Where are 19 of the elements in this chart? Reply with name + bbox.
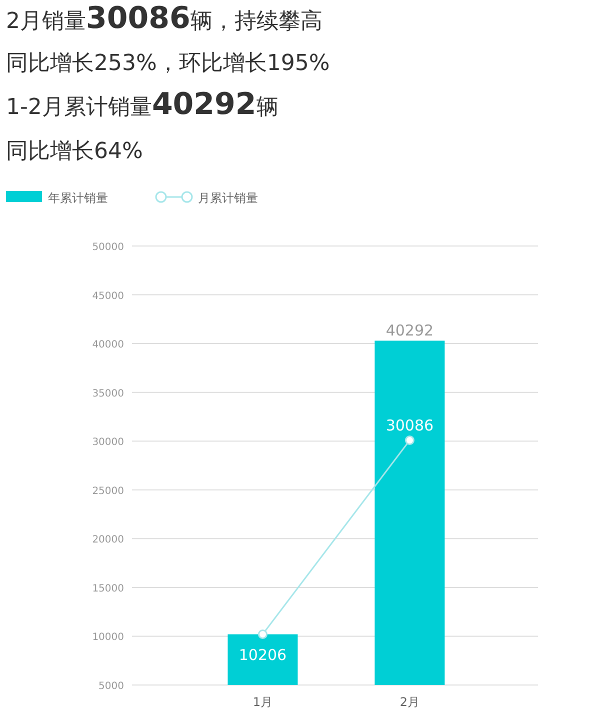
data-label: 10206	[238, 646, 287, 664]
data-label: 30086	[386, 416, 434, 434]
y-tick-label: 25000	[92, 486, 124, 497]
y-tick-label: 50000	[92, 242, 124, 253]
y-tick-label: 45000	[92, 290, 124, 302]
legend-月累计销量: 月累计销量	[155, 191, 258, 205]
data-label: 40292	[386, 322, 434, 340]
y-tick-label: 20000	[92, 534, 124, 546]
y-tick-label: 15000	[92, 583, 124, 594]
x-tick-label: 2月	[400, 695, 420, 709]
legend-label: 月累计销量	[198, 191, 258, 205]
y-tick-label: 35000	[92, 388, 124, 400]
y-tick-label: 10000	[92, 632, 124, 644]
y-tick-label: 30000	[92, 437, 124, 448]
legend-年累计销量: 年累计销量	[6, 191, 108, 205]
y-tick-label: 5000	[98, 681, 124, 692]
legend-label: 年累计销量	[48, 191, 108, 205]
x-tick-label: 1月	[252, 695, 273, 709]
y-tick-label: 40000	[92, 340, 124, 351]
